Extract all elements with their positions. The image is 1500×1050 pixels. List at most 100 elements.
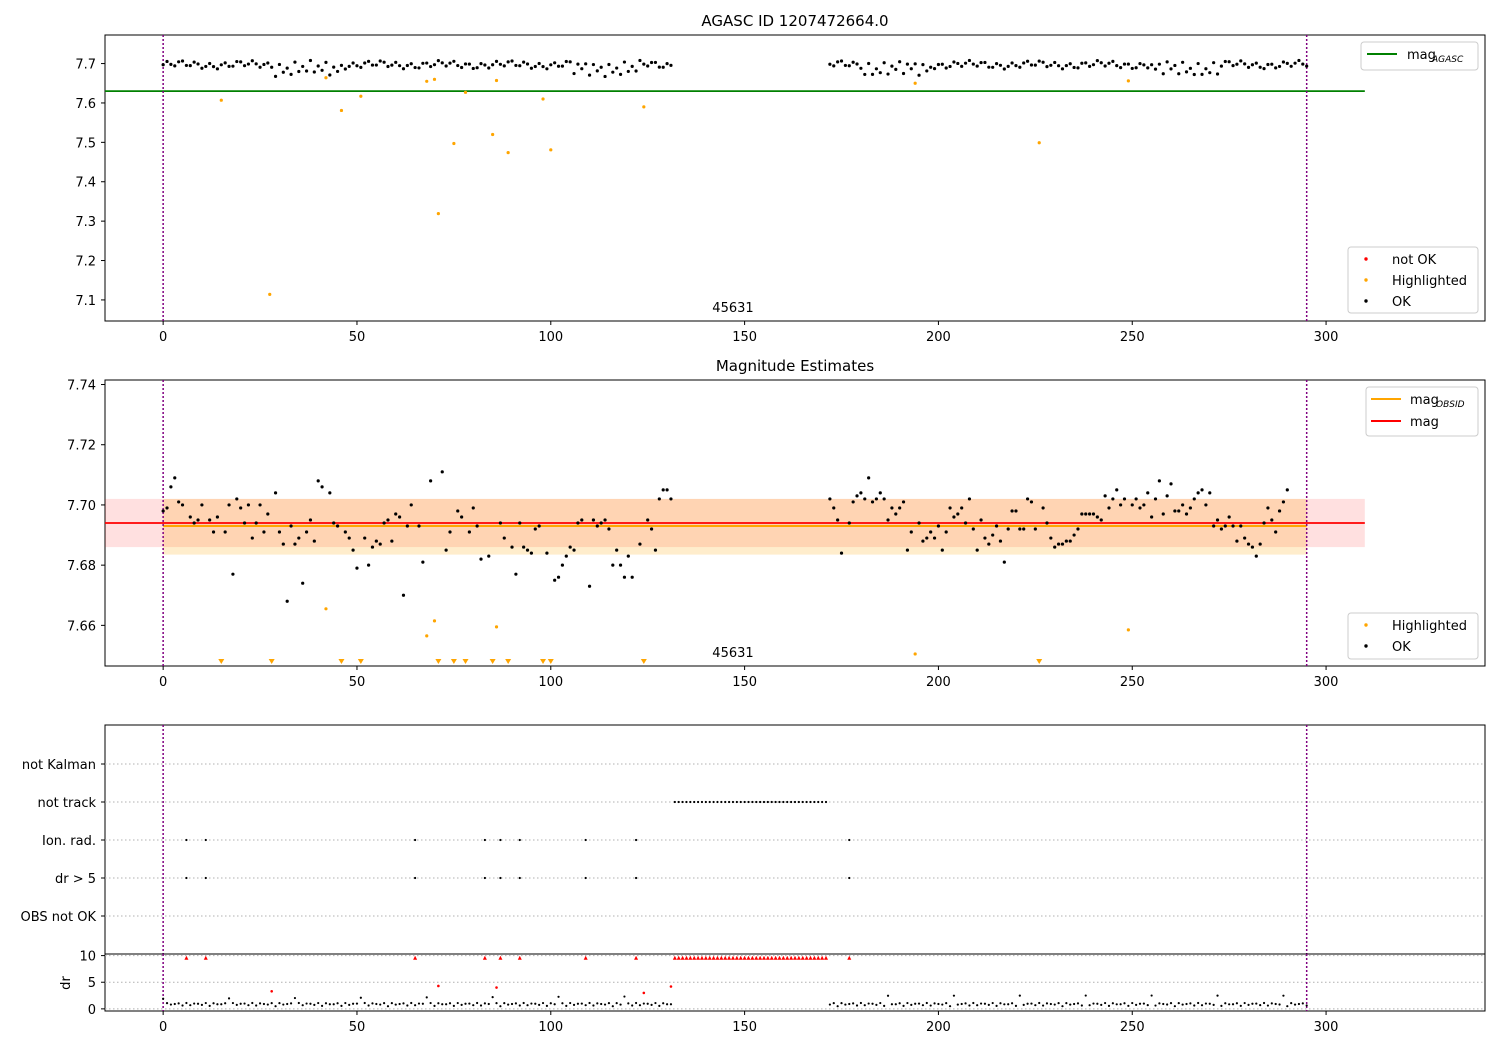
ok-point [587,584,592,588]
ok-point [909,67,913,71]
ok-point [320,485,324,489]
dr-point [239,1002,242,1005]
dr-capped-marker [583,955,588,960]
ok-point [1002,67,1006,71]
ok-point [444,64,448,68]
ok-point [390,539,394,543]
x-tick-label: 0 [159,330,167,345]
flag-row-label: OBS not OK [21,910,97,925]
highlighted-point [339,108,344,113]
panel3-frame [104,724,1486,955]
ion-rad-flag [185,838,188,842]
ok-point [258,65,262,69]
ok-point [615,548,619,552]
not-track-flag [747,800,750,804]
y-tick-label: 7.2 [75,255,96,270]
ok-point [591,62,596,67]
dr-point [631,1004,634,1007]
ok-point [343,67,347,71]
ok-point [882,497,886,501]
not-track-flag [700,800,704,804]
dr-point [902,1004,905,1007]
ok-point [343,530,347,534]
ok-point [979,60,983,65]
ok-point [576,62,580,66]
dr-point [456,1001,459,1005]
ok-point [196,62,200,66]
ok-point [1157,479,1161,483]
ok-point [382,60,386,64]
dr-capped-marker [719,955,724,960]
not-track-flag [786,800,789,804]
dr-point [654,1001,657,1005]
ok-point [180,503,185,507]
dr-point [1041,1004,1045,1007]
ok-point [1243,536,1247,540]
ok-point [262,530,266,534]
ok-point [890,506,894,510]
ok-point [960,64,964,68]
dr-point [1200,1004,1204,1007]
ion-rad-flag [848,838,851,842]
ok-point [874,497,879,501]
dr-point [948,1005,952,1008]
ok-point [231,64,235,68]
dr-point [1231,1003,1235,1006]
ok-point [1045,521,1049,525]
dr-point [177,1002,180,1005]
dr-point [832,1002,835,1005]
ok-point [405,524,409,528]
ok-point [297,536,301,540]
ok-point [1281,60,1286,64]
ok-point [1022,61,1026,65]
dr-point [1123,1002,1126,1005]
ok-point [304,530,309,534]
not-track-flag [743,800,746,804]
panel1-title: AGASC ID 1207472664.0 [701,12,888,30]
ok-point [618,72,623,76]
ok-point [429,479,433,483]
dr-point [445,1003,448,1006]
ok-point [308,518,313,522]
dr-point [565,1004,568,1007]
dr-point [615,1002,618,1005]
ok-point [235,59,239,64]
ok-point [960,506,964,510]
not-track-flag [770,800,773,804]
dr-point [169,1003,172,1006]
ok-point [963,521,968,525]
ok-point [522,545,526,549]
ok-point [429,64,433,69]
ok-point [1150,515,1154,519]
ok-point [529,551,534,555]
dr-point [638,1004,642,1007]
ok-point [471,506,475,510]
ok-point [971,62,975,66]
dr-point [925,1001,928,1005]
ok-point [905,62,910,66]
dr-point [1119,1003,1122,1006]
ok-point [649,60,654,65]
ok-point [940,548,944,552]
ok-point [1188,66,1192,70]
ok-point [1010,509,1014,513]
ok-point [242,64,247,68]
ok-point [948,64,952,69]
ok-point [867,61,871,66]
ok-point [254,521,258,525]
ok-point [363,536,367,540]
ok-point [1215,518,1220,522]
dr-point [1007,1003,1010,1006]
ok-point [1115,488,1119,492]
dr-point [898,1002,901,1005]
dr-point [840,1002,843,1005]
ok-point [1111,59,1115,63]
ok-point [917,73,921,77]
dr-capped-marker [699,955,704,960]
x-tick-label: 150 [732,330,757,345]
dr-point [1010,1002,1014,1005]
ok-point [448,530,452,534]
dr-gt-5-flag [414,876,417,880]
ok-point [1029,500,1034,504]
